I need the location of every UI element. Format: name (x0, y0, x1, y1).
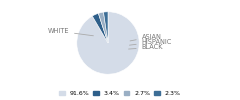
Text: HISPANIC: HISPANIC (129, 39, 172, 45)
Wedge shape (77, 12, 139, 74)
Text: WHITE: WHITE (48, 28, 93, 36)
Legend: 91.6%, 3.4%, 2.7%, 2.3%: 91.6%, 3.4%, 2.7%, 2.3% (59, 90, 181, 97)
Text: BLACK: BLACK (129, 44, 163, 50)
Text: ASIAN: ASIAN (130, 34, 162, 41)
Wedge shape (103, 12, 108, 43)
Wedge shape (92, 13, 108, 43)
Wedge shape (98, 12, 108, 43)
